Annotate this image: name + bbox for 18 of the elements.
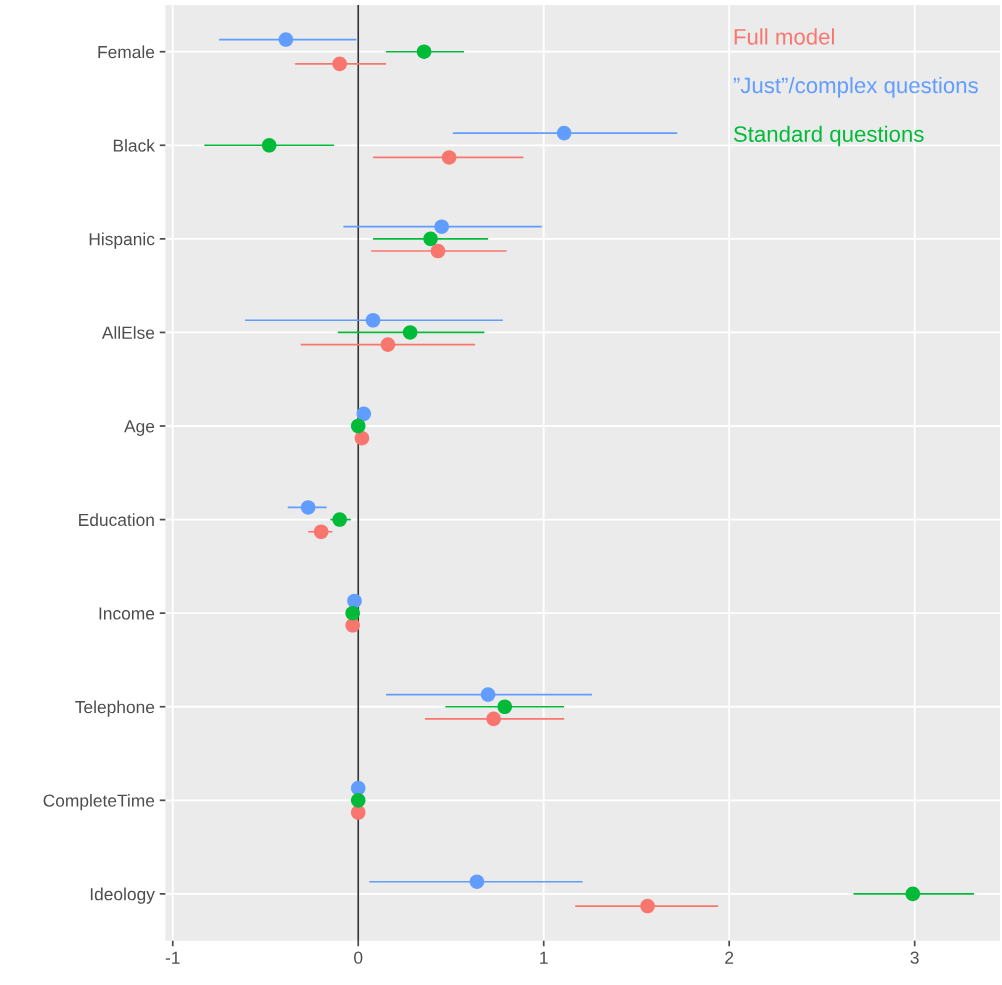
x-tick-label: 2 bbox=[725, 951, 734, 964]
y-tick-label: Education bbox=[79, 513, 154, 527]
x-tick-label: -1 bbox=[165, 951, 180, 964]
x-tick-label: 0 bbox=[354, 951, 363, 964]
y-tick-label: Income bbox=[99, 607, 155, 620]
text: ”Just”/complex questions bbox=[733, 76, 978, 98]
y-tick-label: AllElse bbox=[101, 326, 155, 339]
y-tick-label: Female bbox=[98, 45, 155, 59]
y-tick-label: Hispanic bbox=[89, 232, 155, 249]
text: Standard questions bbox=[733, 125, 924, 147]
y-tick-label: CompleteTime bbox=[43, 794, 155, 811]
y-tick-label: Telephone bbox=[75, 700, 155, 717]
y-tick-label: Black bbox=[113, 139, 155, 152]
y-tick-label: Age bbox=[124, 420, 155, 436]
x-tick-label: 3 bbox=[910, 951, 919, 964]
y-tick-label: Ideology bbox=[90, 887, 155, 904]
x-tick-label: 1 bbox=[540, 951, 548, 964]
text: Full model bbox=[734, 28, 834, 45]
